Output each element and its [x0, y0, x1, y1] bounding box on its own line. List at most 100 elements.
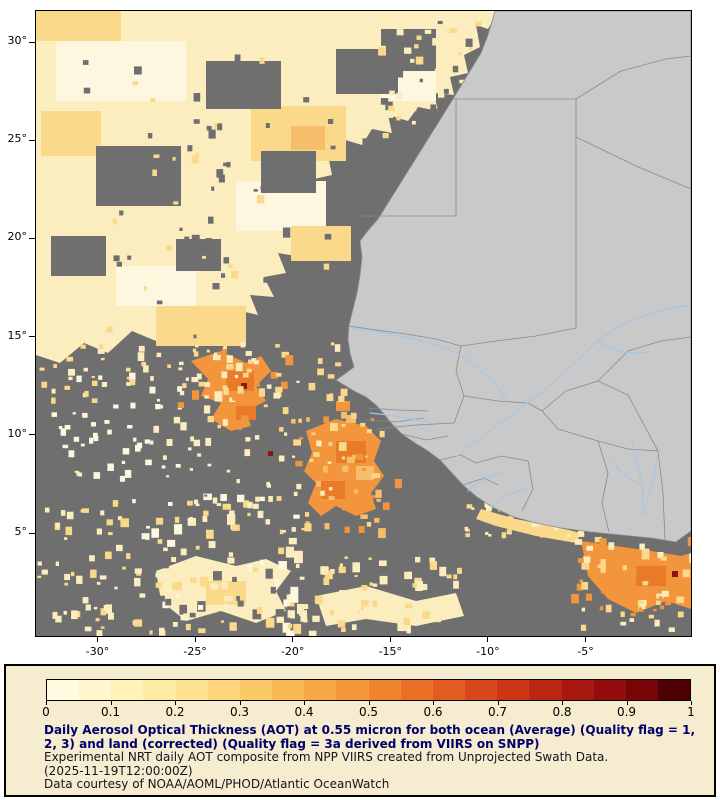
- aot-speckle: [639, 543, 645, 550]
- aot-speckle: [338, 442, 347, 451]
- colorbar-tick-label: 1: [687, 705, 695, 719]
- aot-speckle: [414, 44, 419, 49]
- aot-speckle: [285, 355, 294, 366]
- legend-panel: 0 0.1 0.2 0.3 0.4 0.5 0.6 0.7 0.8 0.9 1 Daily Aero…: [4, 664, 716, 797]
- aot-speckle: [198, 381, 206, 387]
- aot-speckle: [107, 429, 112, 435]
- aot-speckle: [403, 617, 410, 626]
- aot-speckle: [185, 377, 189, 381]
- high-aot-speck: [672, 571, 678, 577]
- aot-speckle: [51, 412, 57, 417]
- aot-speckle: [305, 512, 310, 517]
- aot-speckle: [397, 622, 406, 632]
- aot-speckle: [406, 628, 411, 634]
- aot-speckle: [126, 382, 131, 386]
- y-axis-label: 10°: [7, 426, 28, 440]
- aot-speckle: [642, 581, 649, 586]
- aot-speckle: [162, 562, 169, 569]
- aot-speckle: [55, 615, 62, 623]
- aot-speckle: [375, 489, 382, 498]
- colorbar-tick: [110, 701, 112, 705]
- aot-speckle: [446, 574, 452, 579]
- aot-speckle: [291, 527, 296, 532]
- aot-speckle: [396, 29, 404, 36]
- colorbar-segment: [400, 680, 433, 700]
- aot-speckle: [119, 475, 126, 482]
- aot-speckle: [141, 361, 147, 367]
- aot-speckle: [171, 557, 177, 562]
- aot-speckle: [415, 56, 424, 65]
- aot-speckle: [253, 189, 258, 192]
- aot-speckle: [284, 157, 289, 162]
- aot-speckle: [189, 468, 193, 471]
- aot-speckle: [438, 92, 445, 98]
- aot-speckle: [145, 459, 152, 466]
- aot-speckle: [173, 201, 179, 205]
- aot-speckle: [92, 380, 98, 386]
- aot-speckle: [173, 572, 180, 579]
- aot-speckle: [655, 600, 661, 605]
- aot-speckle: [212, 283, 220, 290]
- aot-speckle: [360, 422, 366, 427]
- aot-speckle: [68, 376, 73, 381]
- aot-speckle: [65, 526, 73, 536]
- aot-speckle: [149, 440, 154, 445]
- aot-speckle: [581, 560, 590, 570]
- aot-speckle: [165, 598, 172, 606]
- aot-speckle: [234, 374, 239, 379]
- aot-speckle: [108, 612, 114, 620]
- aot-speckle: [139, 593, 146, 598]
- aot-speckle: [540, 532, 544, 538]
- aot-speckle: [237, 386, 244, 394]
- aot-speckle: [223, 257, 230, 264]
- aot-map-canvas: [36, 11, 691, 636]
- aot-speckle: [362, 467, 366, 471]
- aot-speckle: [195, 359, 203, 365]
- aot-speckle: [311, 432, 316, 436]
- aot-speckle: [475, 21, 482, 27]
- aot-speckle: [220, 620, 224, 623]
- aot-speckle: [191, 377, 199, 383]
- aot-speckle: [51, 388, 56, 394]
- aot-speckle: [172, 157, 176, 161]
- aot-speckle: [101, 382, 108, 387]
- aot-speckle: [167, 364, 171, 368]
- x-axis-tick: [389, 636, 391, 642]
- aot-speckle: [232, 397, 236, 401]
- aot-speckle: [64, 582, 68, 586]
- aot-speckle: [224, 596, 233, 602]
- aot-speckle: [574, 539, 582, 545]
- aot-speckle: [75, 611, 81, 618]
- aot-speckle: [191, 234, 200, 241]
- aot-speckle: [82, 60, 89, 65]
- aot-speckle: [389, 606, 396, 614]
- aot-speckle: [257, 544, 266, 555]
- x-axis-tick: [292, 636, 294, 642]
- aot-speckle: [223, 346, 227, 349]
- aot-speckle: [210, 583, 219, 590]
- aot-speckle: [120, 518, 129, 528]
- aot-speckle: [486, 506, 492, 512]
- aot-speckle: [162, 455, 167, 460]
- aot-speckle: [378, 560, 387, 566]
- aot-speckle: [328, 119, 334, 124]
- aot-speckle: [114, 586, 118, 590]
- aot-speckle: [389, 90, 395, 96]
- y-axis-label: 15°: [7, 328, 28, 342]
- high-aot-speck: [241, 383, 247, 389]
- aot-speckle: [293, 439, 301, 446]
- aot-speckle: [64, 537, 68, 540]
- aot-speckle: [252, 509, 261, 517]
- aot-speckle: [248, 359, 253, 364]
- aot-speckle: [155, 573, 162, 578]
- aot-speckle: [384, 598, 392, 604]
- aot-speckle: [419, 78, 423, 83]
- aot-speckle: [457, 52, 462, 56]
- map-panel: 30° 25° 20° 15° 10° 5° -30° -25° -20° -15° -10° -5°: [7, 10, 692, 658]
- aot-speckle: [222, 347, 227, 354]
- aot-speckle: [179, 227, 183, 231]
- aot-speckle: [202, 515, 208, 522]
- aot-speckle: [658, 596, 663, 600]
- aot-speckle: [73, 436, 80, 442]
- aot-speckle: [348, 465, 354, 468]
